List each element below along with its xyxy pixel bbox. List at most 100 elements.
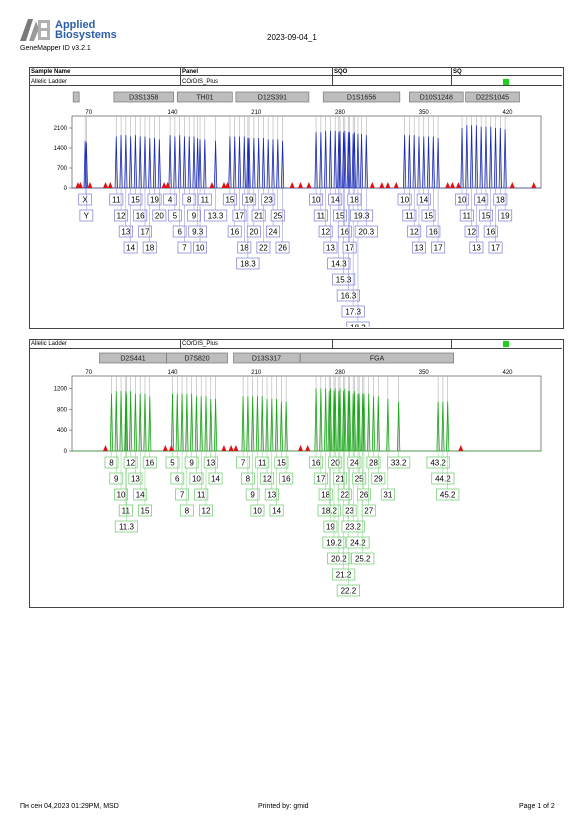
allele-box bbox=[198, 504, 213, 517]
peak bbox=[119, 135, 123, 189]
y-tick-label: 0 bbox=[64, 186, 68, 192]
peak bbox=[503, 129, 507, 189]
locus-label: D3S1358 bbox=[129, 95, 158, 102]
peak bbox=[138, 393, 142, 452]
allele-label: 12 bbox=[467, 227, 476, 236]
allele-label: 23 bbox=[345, 506, 354, 515]
allele-label: 21 bbox=[336, 474, 345, 483]
allele-label: 17 bbox=[316, 474, 325, 483]
allele-label: 16 bbox=[230, 227, 239, 236]
locus-label: D13S317 bbox=[252, 356, 281, 363]
peak bbox=[242, 136, 246, 189]
allele-label: 11 bbox=[463, 211, 472, 220]
allele-label: 16 bbox=[145, 458, 154, 467]
size-standard-peak bbox=[531, 182, 537, 188]
peak bbox=[357, 393, 361, 452]
allele-label: 22 bbox=[340, 490, 349, 499]
allele-label: 25.2 bbox=[355, 554, 371, 563]
peak bbox=[356, 393, 360, 452]
allele-label: 24 bbox=[350, 458, 359, 467]
allele-box bbox=[236, 257, 260, 270]
size-standard-peak bbox=[165, 182, 171, 188]
y-tick-label: 2100 bbox=[54, 126, 68, 132]
size-standard-peak bbox=[87, 182, 93, 188]
allele-box bbox=[336, 289, 360, 302]
peak bbox=[279, 401, 283, 452]
electropherogram-green: D2S441 D7S820 D13S317 FGA 70 140 210 280 350 420 0… bbox=[54, 352, 542, 597]
allele-box bbox=[269, 504, 284, 517]
allele-box bbox=[313, 472, 328, 485]
allele-label: 9 bbox=[192, 211, 197, 220]
peak bbox=[180, 393, 184, 452]
allele-label: 12 bbox=[117, 211, 126, 220]
peak bbox=[213, 398, 218, 452]
allele-box bbox=[133, 209, 148, 222]
allele-label: 11 bbox=[405, 211, 414, 220]
allele-label: 23 bbox=[264, 195, 273, 204]
peak bbox=[407, 135, 411, 189]
size-standard-peak bbox=[168, 445, 174, 451]
peak bbox=[114, 391, 118, 452]
panel2-sample-value: Allelic Ladder bbox=[31, 341, 68, 347]
peak bbox=[133, 135, 138, 189]
allele-label: 26 bbox=[359, 490, 368, 499]
col-sqo: SQO bbox=[334, 69, 348, 75]
peak bbox=[361, 393, 365, 452]
allele-box bbox=[197, 193, 212, 206]
allele-label: 16.3 bbox=[341, 291, 357, 300]
x-tick-label: 210 bbox=[251, 110, 262, 116]
allele-label: 17 bbox=[491, 243, 500, 252]
peak bbox=[148, 137, 152, 189]
peak bbox=[241, 396, 245, 452]
allele-box bbox=[318, 488, 333, 501]
peak bbox=[333, 388, 337, 452]
allele-box bbox=[261, 193, 276, 206]
allele-box bbox=[165, 456, 180, 469]
size-standard-peak bbox=[385, 182, 391, 188]
allele-label: 20.2 bbox=[331, 554, 347, 563]
allele-box bbox=[341, 305, 365, 318]
peak bbox=[441, 401, 445, 452]
peak bbox=[182, 136, 187, 189]
allele-label: 11 bbox=[258, 458, 267, 467]
allele-label: 10 bbox=[458, 195, 467, 204]
allele-box bbox=[354, 225, 378, 238]
report-date: 2023-09-04_1 bbox=[267, 33, 317, 42]
allele-label: 44.2 bbox=[435, 474, 451, 483]
allele-box bbox=[128, 193, 143, 206]
allele-box bbox=[387, 456, 411, 469]
peak bbox=[314, 388, 318, 452]
allele-label: 14 bbox=[331, 195, 340, 204]
allele-label: 15 bbox=[336, 211, 345, 220]
peak bbox=[343, 388, 347, 452]
allele-box bbox=[152, 209, 167, 222]
peak bbox=[271, 139, 275, 189]
allele-label: 16 bbox=[486, 227, 495, 236]
peak bbox=[343, 130, 347, 189]
allele-label: 25 bbox=[355, 474, 364, 483]
allele-box bbox=[346, 321, 370, 327]
sample-name-value: Allelic Ladder bbox=[31, 79, 68, 85]
allele-box bbox=[203, 209, 228, 222]
allele-box bbox=[323, 520, 338, 533]
allele-label: 6 bbox=[175, 474, 180, 483]
allele-label: 11.3 bbox=[119, 522, 135, 531]
peak bbox=[203, 139, 207, 189]
allele-box bbox=[246, 225, 261, 238]
allele-box bbox=[346, 536, 370, 549]
x-tick-label: 70 bbox=[85, 370, 92, 376]
col-divider bbox=[332, 339, 333, 348]
peak bbox=[422, 136, 426, 189]
allele-box bbox=[331, 273, 356, 286]
allele-label: 17.3 bbox=[345, 307, 361, 316]
peak bbox=[470, 125, 474, 189]
x-tick-label: 140 bbox=[167, 110, 178, 116]
allele-box bbox=[123, 241, 138, 254]
allele-label: 20.3 bbox=[359, 227, 375, 236]
peak bbox=[364, 135, 368, 189]
col-sq: SQ bbox=[453, 69, 462, 75]
x-tick-label: 350 bbox=[419, 110, 430, 116]
peak bbox=[129, 136, 133, 189]
locus-bar bbox=[465, 91, 520, 103]
allele-label: 10 bbox=[117, 490, 126, 499]
